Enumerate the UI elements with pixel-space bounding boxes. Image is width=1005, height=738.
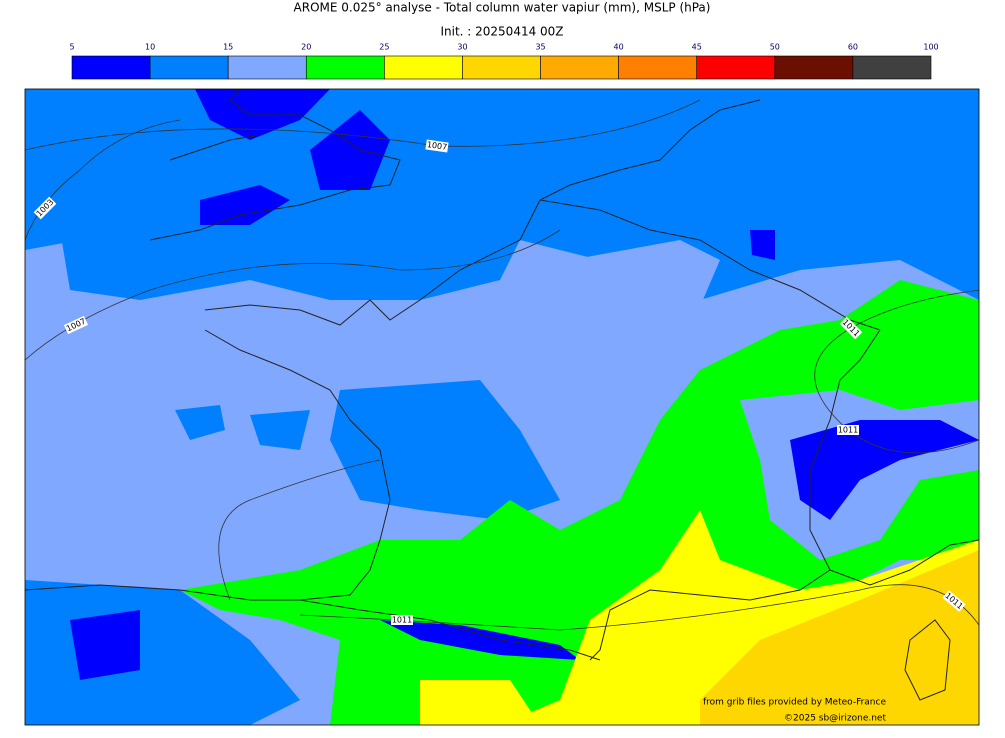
warm-moist-region: [420, 680, 540, 725]
isobar-label-text: 1011: [838, 426, 858, 435]
dry-region: [560, 240, 720, 340]
isobar-label-bg: [63, 315, 89, 335]
colorbar-tick-label: 5: [69, 43, 74, 52]
data-source: from grib files provided by Meteo-France: [703, 698, 886, 708]
very-moist-region: [380, 620, 580, 660]
colorbar-tick-label: 40: [614, 43, 624, 52]
isobar-label-bg: [837, 425, 859, 435]
very-moist-region: [195, 89, 775, 260]
isobar-label: 1011: [837, 425, 859, 435]
very-warm-moist-region: [700, 550, 979, 725]
coastlines: [25, 89, 979, 701]
colorbar-tick-label: 25: [379, 43, 389, 52]
isobar-label-bg: [839, 316, 863, 340]
isobar-label-bg: [33, 196, 57, 220]
colorbar-segment: [384, 55, 463, 80]
moist-region: [25, 580, 300, 725]
colorbar-segment: [618, 55, 698, 80]
colorbar-segment: [774, 55, 854, 80]
isobar-label-bg: [425, 139, 449, 153]
isobar-label-text: 1007: [426, 140, 447, 152]
very-moist-region: [70, 610, 140, 680]
colorbar-tick-label: 50: [770, 43, 780, 52]
colorbar-segment: [696, 55, 776, 80]
colorbar-segment: [462, 55, 541, 80]
colorbar-tick-label: 100: [923, 43, 938, 52]
isobar-label: 1011: [391, 615, 413, 625]
isobar-label-bg: [391, 615, 413, 625]
colorbar-segment: [227, 55, 307, 80]
colorbar-tick-label: 10: [145, 43, 155, 52]
init-time: Init. : 20250414 00Z: [440, 25, 563, 39]
colorbar-segment: [149, 55, 229, 80]
colorbar-tick-label: 45: [692, 43, 702, 52]
isobar-label: 1007: [425, 139, 449, 153]
colorbar-segment: [852, 55, 932, 80]
map-frame: [24, 88, 980, 726]
moist-region: [175, 405, 310, 450]
title: AROME 0.025° analyse - Total column wate…: [294, 1, 711, 15]
colorbar-tick-label: 30: [457, 43, 467, 52]
isobar-label-text: 1011: [392, 616, 412, 625]
colorbar-tick-label: 60: [848, 43, 858, 52]
map: [25, 89, 979, 725]
very-moist-region: [790, 420, 979, 520]
humid-region: [180, 280, 979, 725]
colorbar-tick-label: 20: [301, 43, 311, 52]
colorbar-tick-label: 15: [223, 43, 233, 52]
colorbar: 5 10 15 20 25 30 35 40 45 50 60 100: [69, 43, 939, 80]
colorbar-segment: [71, 55, 151, 80]
isobar-label-bg: [942, 590, 966, 612]
colorbar-tick-label: 35: [535, 43, 545, 52]
copyright: ©2025 sb@irizone.net: [784, 714, 886, 724]
colorbar-segment: [540, 55, 619, 80]
colorbar-segment: [305, 55, 385, 80]
